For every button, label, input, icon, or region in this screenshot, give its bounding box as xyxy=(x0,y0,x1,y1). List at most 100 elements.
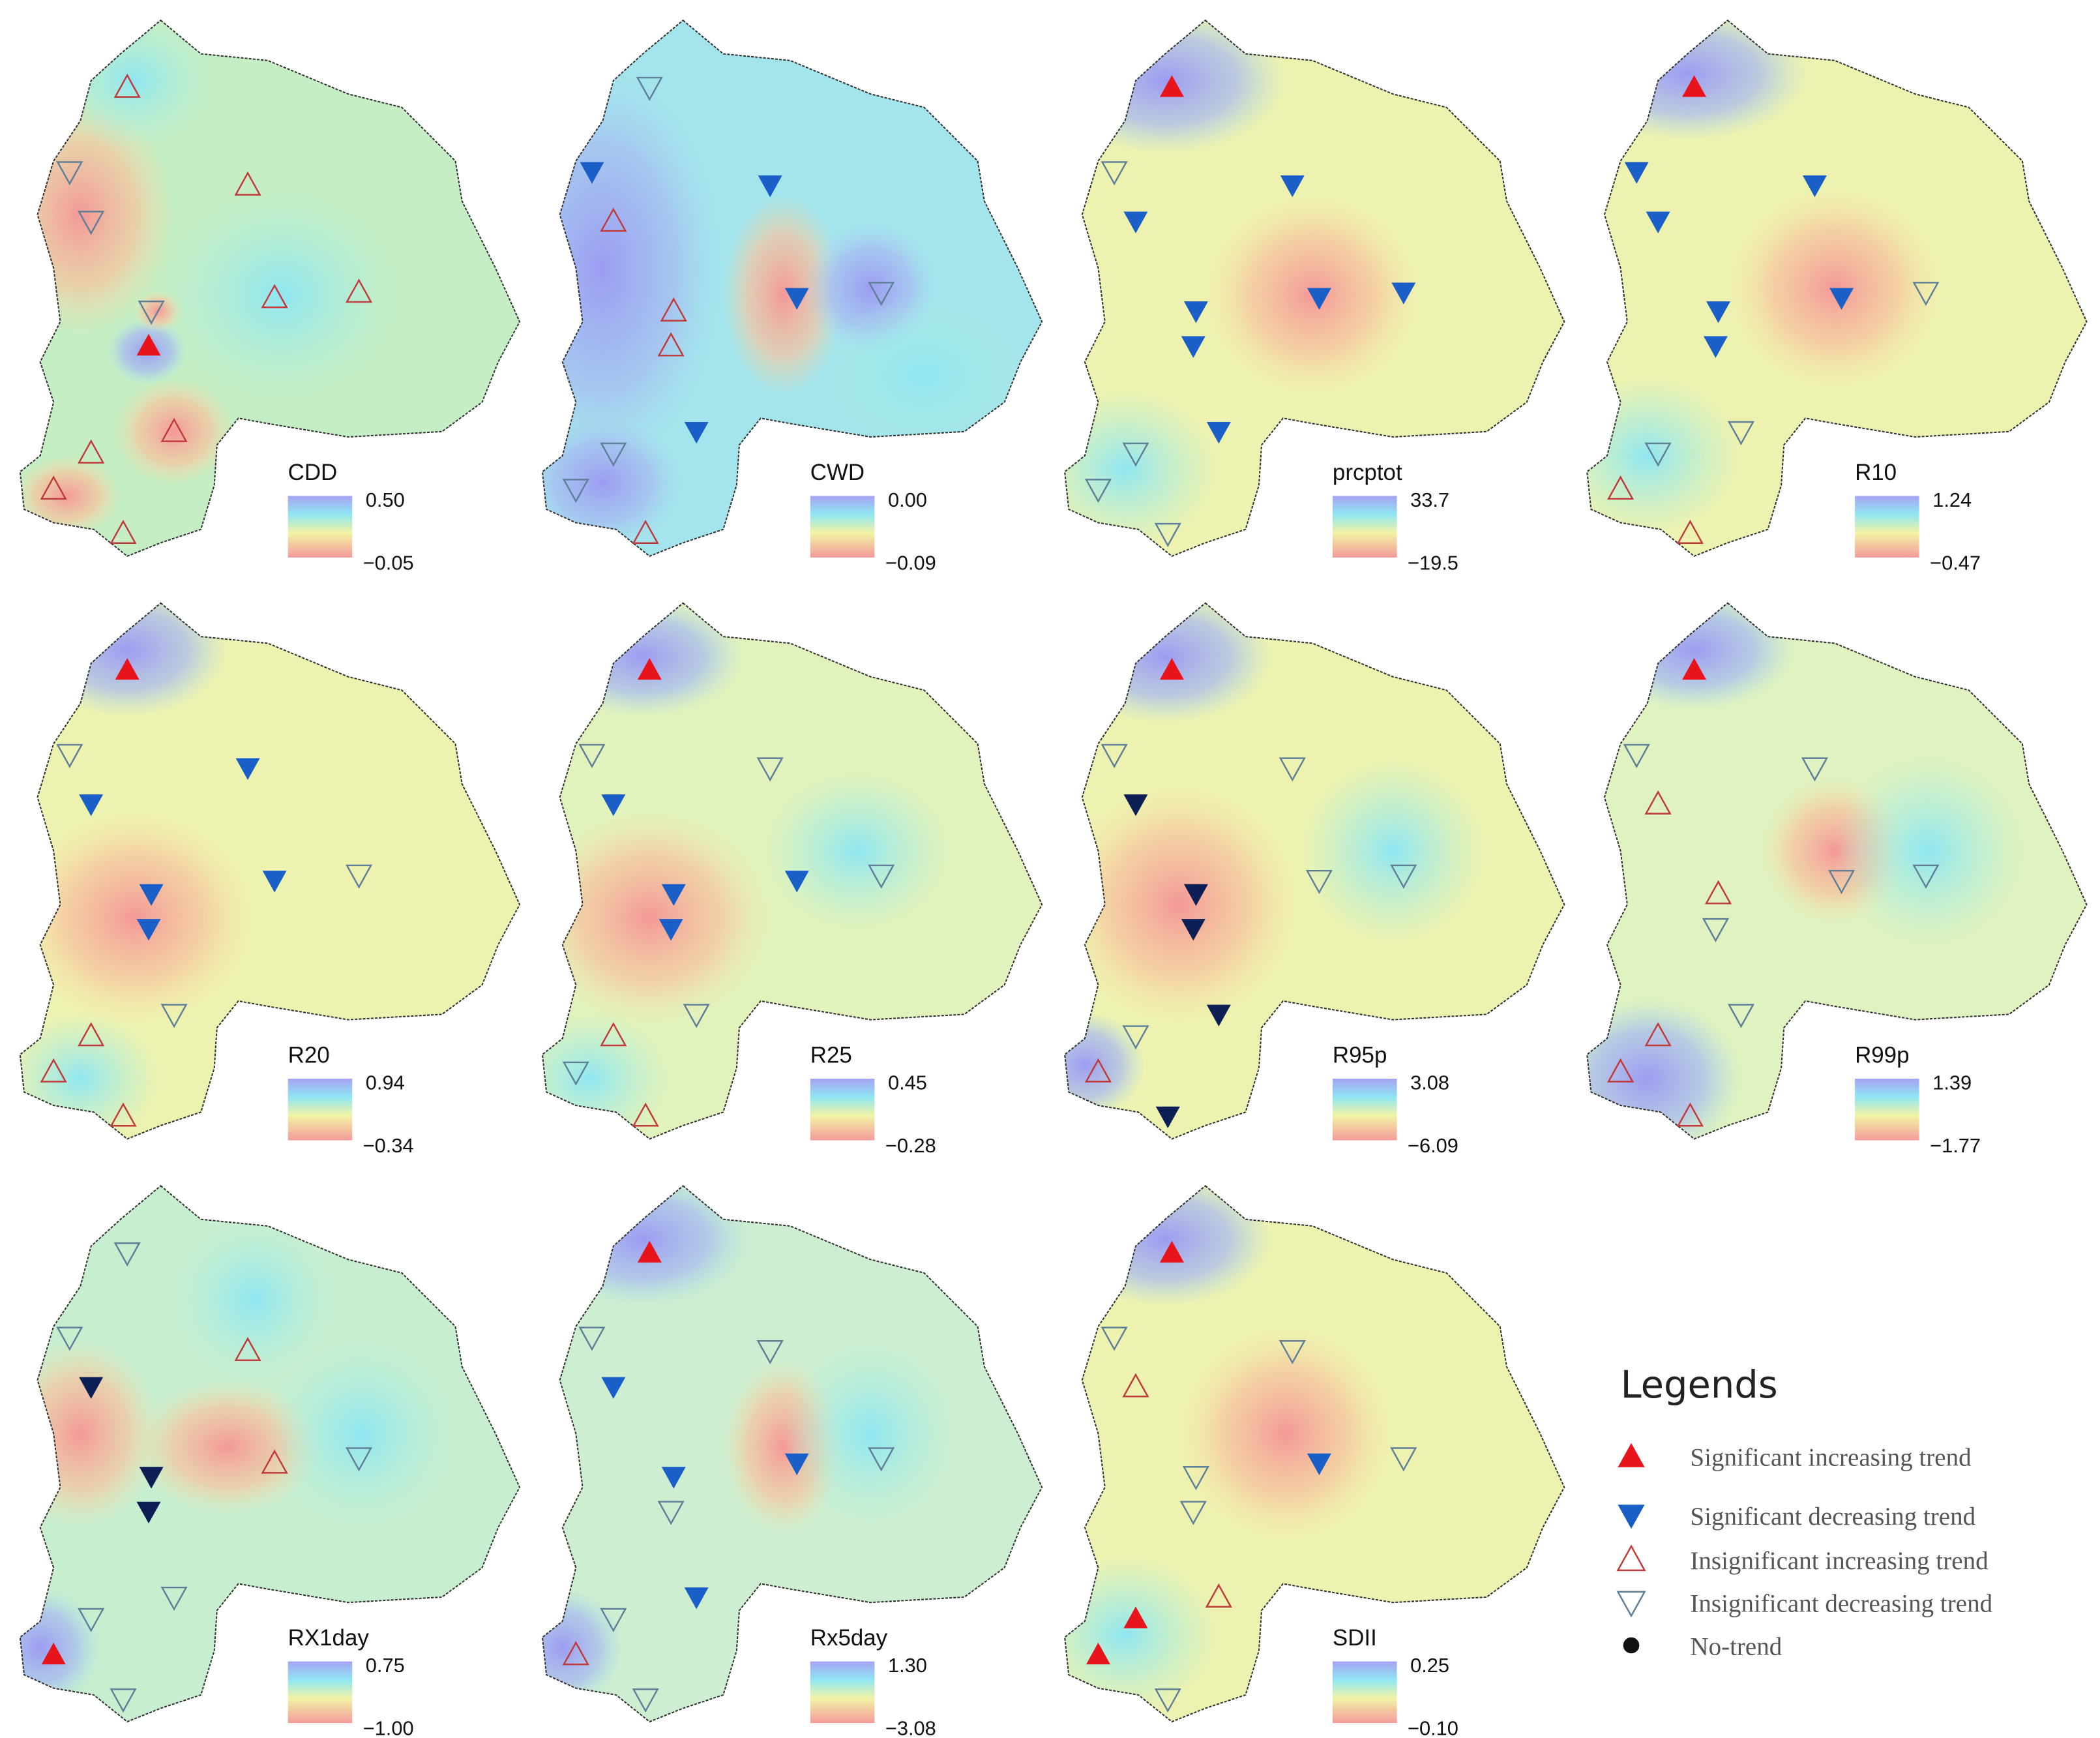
surface-blob xyxy=(1299,757,1487,945)
station-marker xyxy=(562,1061,589,1086)
station-marker xyxy=(684,1587,709,1610)
index-name: CDD xyxy=(288,460,338,485)
legend-item: Insignificant increasing trend xyxy=(1690,1547,1989,1575)
color-bar-high: 33.7 xyxy=(1410,488,1449,511)
station-marker xyxy=(601,1377,626,1399)
color-bar-high: 0.00 xyxy=(888,488,927,511)
color-bar-high: 0.75 xyxy=(366,1654,405,1677)
surface-blob xyxy=(783,1340,958,1528)
station-marker xyxy=(261,284,288,308)
station-marker xyxy=(1607,1058,1634,1083)
map-panel: R95p 3.08 −6.09 xyxy=(1064,602,1565,1157)
station-marker xyxy=(345,278,373,303)
station-marker xyxy=(683,1004,710,1028)
station-marker xyxy=(136,1501,161,1523)
station-marker xyxy=(657,332,685,357)
station-marker xyxy=(136,919,161,941)
station-marker xyxy=(1644,790,1672,815)
station-marker xyxy=(40,1058,67,1083)
station-marker xyxy=(79,1377,104,1399)
station-marker xyxy=(1279,1340,1306,1365)
index-name: CWD xyxy=(810,460,865,485)
station-marker xyxy=(56,743,83,768)
station-marker xyxy=(1829,288,1854,310)
station-marker xyxy=(1154,522,1181,547)
color-bar xyxy=(1332,496,1397,558)
color-bar xyxy=(288,1661,353,1724)
color-bar-low: −0.28 xyxy=(885,1134,936,1157)
station-marker xyxy=(562,1641,589,1666)
color-bar-low: −3.08 xyxy=(885,1717,936,1738)
station-marker xyxy=(601,794,626,817)
color-bar-high: 1.30 xyxy=(888,1654,927,1677)
surface-blob xyxy=(1835,757,2022,945)
color-bar xyxy=(810,1661,875,1724)
station-marker xyxy=(1727,421,1755,445)
station-marker xyxy=(113,73,141,98)
surface-blob xyxy=(113,378,235,485)
station-marker xyxy=(261,1449,288,1474)
station-marker xyxy=(600,207,627,232)
station-marker xyxy=(657,1501,685,1525)
surface-blob xyxy=(817,295,1031,456)
station-marker xyxy=(1702,918,1730,942)
station-marker xyxy=(658,919,683,941)
station-marker xyxy=(1676,1102,1704,1127)
station-marker xyxy=(160,417,188,442)
station-marker xyxy=(784,288,809,310)
station-marker xyxy=(1086,1642,1110,1665)
station-marker xyxy=(1206,422,1231,444)
station-marker xyxy=(1123,1606,1148,1628)
basin-fill xyxy=(542,603,1043,1139)
index-name: Rx5day xyxy=(810,1625,888,1651)
legend-item: Insignificant decreasing trend xyxy=(1690,1590,1992,1618)
station-marker xyxy=(139,1467,164,1489)
station-marker xyxy=(1205,1583,1232,1608)
surface-blob xyxy=(20,811,255,1025)
color-bar-low: −0.47 xyxy=(1930,551,1981,574)
color-bar-low: −19.5 xyxy=(1408,551,1458,574)
surface-blob xyxy=(1065,784,1299,1025)
station-marker xyxy=(79,794,104,817)
surface-blob xyxy=(174,1219,335,1381)
station-marker xyxy=(758,175,782,198)
station-marker xyxy=(1390,864,1417,889)
surface-blob xyxy=(1587,998,1741,1139)
station-marker xyxy=(1101,161,1128,186)
station-marker xyxy=(632,1688,659,1713)
color-bar-high: 0.25 xyxy=(1410,1654,1449,1677)
station-marker xyxy=(1912,282,1940,307)
color-bar xyxy=(810,496,875,558)
map-panel: R25 0.45 −0.28 xyxy=(541,602,1043,1157)
surface-blob xyxy=(1065,603,1273,724)
station-marker xyxy=(41,1642,66,1665)
station-marker xyxy=(139,884,164,906)
station-marker xyxy=(1801,757,1829,782)
station-marker xyxy=(1682,75,1707,97)
station-marker xyxy=(1307,1453,1331,1476)
basin-fill xyxy=(542,20,1043,556)
station-marker xyxy=(1682,657,1707,680)
station-marker xyxy=(78,1022,105,1047)
color-bar-high: 0.50 xyxy=(366,488,405,511)
station-marker xyxy=(1181,919,1205,941)
map-panel: SDII 0.25 −0.10 xyxy=(1064,1185,1565,1738)
index-name: RX1day xyxy=(288,1625,370,1651)
color-bar xyxy=(1855,1078,1919,1141)
station-marker xyxy=(160,1586,188,1611)
station-marker xyxy=(1704,880,1732,905)
surface-blob xyxy=(723,194,844,396)
color-bar-low: −0.09 xyxy=(885,551,936,574)
map-panel: CDD 0.50 −0.05 xyxy=(19,20,521,574)
station-marker xyxy=(1623,743,1650,768)
station-marker xyxy=(110,1688,137,1713)
legend-title: Legends xyxy=(1621,1363,1778,1407)
surface-blob xyxy=(1587,375,1741,537)
station-marker xyxy=(110,519,137,544)
station-marker xyxy=(1101,743,1128,768)
surface-blob xyxy=(1178,1326,1393,1541)
surface-blob xyxy=(27,603,228,717)
station-marker xyxy=(868,282,895,307)
